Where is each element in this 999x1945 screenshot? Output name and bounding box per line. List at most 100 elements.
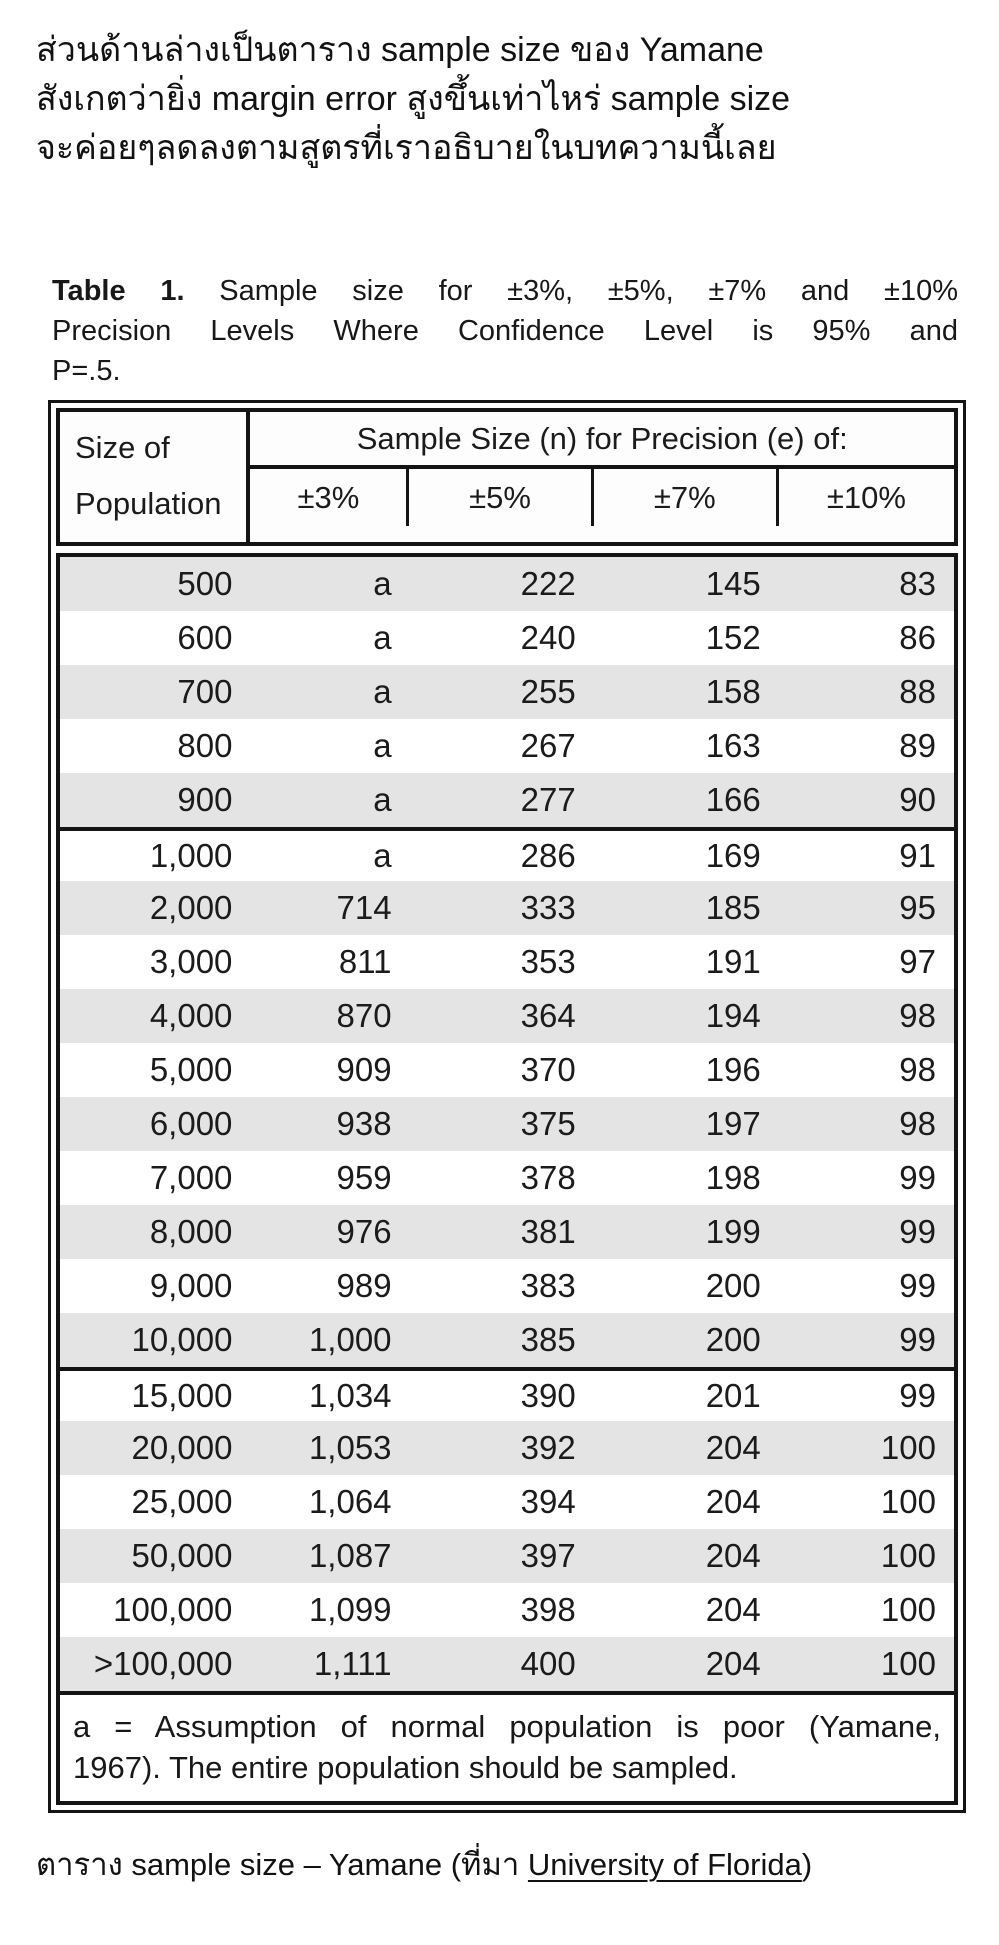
caption-text: ) — [801, 1847, 813, 1882]
sample-size-cell: 1,034 — [308, 1377, 392, 1414]
table-row: 9,000 989 383 200 99 — [60, 1259, 954, 1313]
sample-size-cell: 152 — [705, 619, 761, 656]
sample-size-cell: 169 — [705, 837, 761, 874]
population-size-cell: 2,000 — [149, 889, 233, 926]
sample-size-cell: 277 — [520, 781, 576, 818]
sample-size-cell: 938 — [336, 1105, 392, 1142]
population-size-cell: 9,000 — [149, 1267, 233, 1304]
sample-size-cell: 989 — [336, 1267, 392, 1304]
table-row: 50,000 1,087 397 204 100 — [60, 1529, 954, 1583]
population-size-cell: 25,000 — [131, 1483, 233, 1520]
sample-size-cell: 353 — [520, 943, 576, 980]
sample-size-cell: 201 — [705, 1377, 761, 1414]
sample-size-cell: 90 — [899, 781, 936, 818]
sample-size-cell: 375 — [520, 1105, 576, 1142]
sample-size-cell: 166 — [705, 781, 761, 818]
precision-col-header: ±7% — [594, 469, 779, 526]
sample-size-cell: 222 — [520, 565, 576, 602]
population-size-cell: 20,000 — [131, 1429, 233, 1466]
population-size-cell: 7,000 — [149, 1159, 233, 1196]
sample-size-cell: 100 — [880, 1429, 936, 1466]
population-size-cell: 900 — [177, 781, 233, 818]
sample-size-cell: 100 — [880, 1645, 936, 1682]
sample-size-cell: 204 — [705, 1483, 761, 1520]
footnote-line: 1967). The entire population should be s… — [73, 1750, 738, 1785]
table-row: 15,000 1,034 390 201 99 — [60, 1367, 954, 1421]
caption-text: ตาราง sample size – Yamane (ที่มา — [36, 1847, 528, 1882]
sample-size-cell: 959 — [336, 1159, 392, 1196]
population-header-line: Size of — [75, 430, 170, 465]
sample-size-cell: 98 — [899, 1051, 936, 1088]
sample-size-cell: a — [373, 673, 392, 710]
population-size-cell: 50,000 — [131, 1537, 233, 1574]
sample-size-cell: 197 — [705, 1105, 761, 1142]
source-link[interactable]: University of Florida — [527, 1847, 802, 1882]
sample-size-cell: 394 — [520, 1483, 576, 1520]
sample-size-cell: 370 — [520, 1051, 576, 1088]
population-size-cell: 15,000 — [131, 1377, 233, 1414]
sample-size-cell: 204 — [705, 1645, 761, 1682]
precision-col-header: ±10% — [826, 479, 906, 515]
sample-size-cell: 204 — [705, 1537, 761, 1574]
sample-size-cell: 86 — [899, 619, 936, 656]
sample-size-cell: 204 — [705, 1591, 761, 1628]
yamane-sample-size-table: Size of Population Sample Size (n) for P… — [48, 400, 966, 1813]
table-row: 25,000 1,064 394 204 100 — [60, 1475, 954, 1529]
precision-col-header: ±5% — [409, 469, 594, 526]
sample-size-cell: 811 — [338, 943, 392, 980]
table-rows: 500 a 222 145 83 600 a 240 152 86 700 a 255 158 88 800 a… — [60, 557, 954, 1691]
sample-size-cell: 204 — [705, 1429, 761, 1466]
sample-size-cell: 99 — [899, 1321, 936, 1358]
population-size-cell: 8,000 — [149, 1213, 233, 1250]
sample-size-cell: 91 — [899, 837, 936, 874]
figure-caption: ตาราง sample size – Yamane (ที่มา Univer… — [36, 1839, 999, 1889]
sample-size-cell: 196 — [705, 1051, 761, 1088]
table-row: 6,000 938 375 197 98 — [60, 1097, 954, 1151]
table-title-line: Precision Levels Where Confidence Level … — [52, 315, 958, 347]
table-title: Table 1. Sample size for ±3%, ±5%, ±7% a… — [52, 271, 958, 391]
table-row: 4,000 870 364 194 98 — [60, 989, 954, 1043]
sample-size-cell: 100 — [880, 1483, 936, 1520]
sample-size-cell: 98 — [899, 1105, 936, 1142]
sample-size-cell: 240 — [520, 619, 576, 656]
sample-size-cell: 390 — [520, 1377, 576, 1414]
intro-line: สังเกตว่ายิ่ง margin error สูงขึ้นเท่าไห… — [36, 80, 791, 118]
sample-size-cell: 381 — [520, 1213, 576, 1250]
table-row: 3,000 811 353 191 97 — [60, 935, 954, 989]
table-row: 900 a 277 166 90 — [60, 773, 954, 827]
sample-size-cell: 95 — [899, 889, 936, 926]
sample-size-cell: a — [373, 837, 392, 874]
table-row: 5,000 909 370 196 98 — [60, 1043, 954, 1097]
sample-size-cell: 99 — [899, 1267, 936, 1304]
sample-size-cell: 185 — [705, 889, 761, 926]
table-footnote: a = Assumption of normal population is p… — [60, 1691, 954, 1801]
sample-size-cell: 378 — [520, 1159, 576, 1196]
sample-size-cell: 714 — [336, 889, 392, 926]
table-body: 500 a 222 145 83 600 a 240 152 86 700 a 255 158 88 800 a… — [56, 553, 958, 1805]
sample-size-cell: 88 — [899, 673, 936, 710]
intro-line: จะค่อยๆลดลงตามสูตรที่เราอธิบายในบทความนี… — [36, 129, 777, 167]
sample-size-cell: 1,099 — [308, 1591, 392, 1628]
sample-size-cell: 83 — [899, 565, 936, 602]
population-size-cell: 500 — [177, 565, 233, 602]
population-header-line: Population — [75, 486, 222, 521]
table-title-text: Sample size for ±3%, ±5%, ±7% and ±10% — [219, 275, 958, 307]
population-size-cell: 6,000 — [149, 1105, 233, 1142]
sample-size-cell: 98 — [899, 997, 936, 1034]
sample-size-cell: 100 — [880, 1591, 936, 1628]
sample-size-cell: 158 — [705, 673, 761, 710]
sample-size-cell: a — [373, 781, 392, 818]
sample-size-cell: 97 — [899, 943, 936, 980]
population-size-cell: 4,000 — [149, 997, 233, 1034]
sample-size-cell: 398 — [520, 1591, 576, 1628]
sample-size-cell: 200 — [705, 1267, 761, 1304]
sample-size-cell: 385 — [520, 1321, 576, 1358]
table-row: 700 a 255 158 88 — [60, 665, 954, 719]
sample-size-cell: 163 — [705, 727, 761, 764]
sample-size-cell: 194 — [705, 997, 761, 1034]
sample-size-cell: 255 — [520, 673, 576, 710]
table-number-label: Table 1. — [52, 275, 185, 307]
sample-size-cell: 200 — [705, 1321, 761, 1358]
table-title-line: P=.5. — [52, 355, 121, 387]
precision-col-header: ±3% — [250, 469, 410, 526]
